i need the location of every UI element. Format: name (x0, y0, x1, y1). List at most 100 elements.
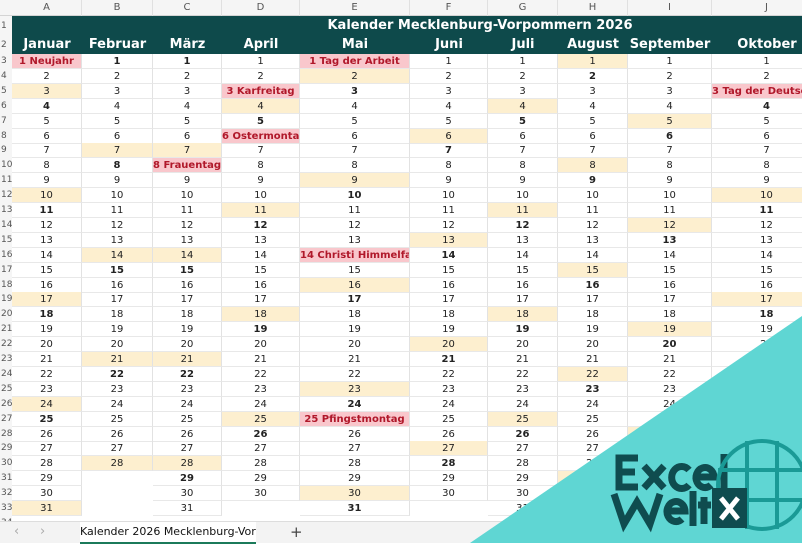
day-cell[interactable]: 8 (410, 158, 488, 174)
row-header[interactable]: 5 (0, 83, 12, 99)
day-cell[interactable]: 12 (558, 217, 628, 233)
day-cell[interactable]: 17 (488, 292, 558, 308)
day-cell[interactable]: 6 (558, 128, 628, 144)
day-cell[interactable]: 23 (82, 381, 153, 397)
day-cell[interactable]: 26 (558, 426, 628, 442)
day-cell[interactable]: 22 (628, 366, 712, 382)
day-cell[interactable]: 16 (488, 277, 558, 293)
day-cell[interactable]: 8 (712, 158, 802, 174)
day-cell[interactable]: 24 (222, 396, 300, 412)
day-cell[interactable]: 4 (712, 99, 802, 114)
day-cell[interactable]: 14 (153, 247, 222, 263)
day-cell[interactable]: 17 (153, 292, 222, 308)
row-header[interactable]: 7 (0, 113, 12, 129)
day-cell[interactable]: 6 (300, 128, 410, 144)
day-cell[interactable]: 29 (410, 471, 488, 487)
row-header[interactable]: 31 (0, 471, 12, 487)
day-cell[interactable]: 30 (410, 486, 488, 502)
day-cell[interactable]: 5 (410, 113, 488, 129)
day-cell[interactable]: 16 (300, 277, 410, 293)
day-cell[interactable]: 26 (153, 426, 222, 442)
row-header[interactable]: 17 (0, 262, 12, 278)
day-cell[interactable]: 15 (222, 262, 300, 278)
day-cell[interactable]: 16 (222, 277, 300, 293)
day-cell[interactable]: 22 (12, 366, 82, 382)
day-cell[interactable]: 21 (82, 352, 153, 367)
day-cell[interactable]: 8 (222, 158, 300, 174)
day-cell[interactable]: 23 (558, 381, 628, 397)
day-cell[interactable]: 3 (153, 83, 222, 99)
day-cell[interactable]: 25 (82, 411, 153, 427)
column-header[interactable]: F (410, 0, 488, 16)
day-cell[interactable]: 15 (410, 262, 488, 278)
day-cell[interactable]: 9 (153, 173, 222, 189)
day-cell[interactable]: 29 (153, 471, 222, 487)
day-cell[interactable]: 19 (558, 322, 628, 338)
day-cell[interactable]: 8 (628, 158, 712, 174)
day-cell[interactable]: 25 (222, 411, 300, 427)
day-cell[interactable]: 14 (488, 247, 558, 263)
day-cell[interactable]: 31 (300, 501, 410, 516)
add-sheet-button[interactable]: + (290, 523, 303, 541)
day-cell[interactable]: 18 (300, 307, 410, 323)
day-cell[interactable]: 13 (222, 232, 300, 248)
day-cell[interactable]: 29 (488, 471, 558, 487)
day-cell[interactable]: 20 (628, 337, 712, 353)
day-cell[interactable]: 14 (222, 247, 300, 263)
day-cell[interactable]: 5 (222, 113, 300, 129)
column-header[interactable]: J (712, 0, 802, 16)
day-cell[interactable]: 16 (628, 277, 712, 293)
row-header[interactable]: 15 (0, 232, 12, 248)
month-header[interactable]: März (169, 37, 206, 52)
day-cell[interactable]: 17 (300, 292, 410, 308)
day-cell[interactable]: 14 (628, 247, 712, 263)
day-cell[interactable]: 6 (410, 128, 488, 144)
day-cell[interactable]: 2 (300, 68, 410, 84)
day-cell[interactable]: 30 (300, 486, 410, 502)
day-cell[interactable]: 12 (82, 217, 153, 233)
day-cell[interactable]: 4 (488, 98, 558, 114)
day-cell[interactable]: 2 (558, 68, 628, 84)
day-cell[interactable]: 26 (222, 426, 300, 442)
day-cell[interactable]: 10 (222, 188, 300, 204)
day-cell[interactable]: 22 (558, 366, 628, 382)
day-cell[interactable]: 2 (222, 68, 300, 84)
month-header[interactable]: April (243, 37, 279, 52)
day-cell[interactable]: 19 (12, 322, 82, 338)
day-cell[interactable]: 18 (712, 307, 802, 323)
day-cell[interactable]: 21 (558, 352, 628, 367)
day-cell[interactable]: 11 (712, 203, 802, 218)
day-cell[interactable]: 27 (12, 441, 82, 457)
day-cell[interactable]: 13 (558, 232, 628, 248)
day-cell[interactable]: 3 (488, 83, 558, 99)
day-cell[interactable]: 7 (712, 143, 802, 159)
day-cell[interactable]: 15 (82, 262, 153, 278)
day-cell[interactable]: 5 (558, 113, 628, 129)
day-cell[interactable]: 16 (558, 277, 628, 293)
day-cell[interactable]: 16 (12, 277, 82, 293)
day-cell[interactable]: 28 (12, 456, 82, 472)
day-cell[interactable]: 6 (488, 128, 558, 144)
day-cell[interactable]: 13 (82, 232, 153, 248)
day-cell[interactable]: 18 (488, 307, 558, 323)
day-cell[interactable]: 7 (558, 143, 628, 159)
day-cell[interactable]: 13 (153, 232, 222, 248)
day-cell[interactable]: 26 (488, 426, 558, 442)
day-cell[interactable]: 3 (82, 83, 153, 99)
day-cell[interactable]: 13 (12, 232, 82, 248)
row-header[interactable]: 33 (0, 501, 12, 516)
day-cell[interactable]: 26 (82, 426, 153, 442)
day-cell[interactable]: 25 (410, 411, 488, 427)
day-cell[interactable]: 25 (558, 411, 628, 427)
day-cell[interactable]: 7 (82, 143, 153, 159)
day-cell[interactable]: 20 (488, 337, 558, 353)
day-cell[interactable]: 17 (410, 292, 488, 308)
row-header[interactable]: 27 (0, 411, 12, 427)
month-header[interactable]: Mai (341, 37, 369, 52)
day-cell[interactable]: 4 (410, 98, 488, 114)
day-cell[interactable]: 29 (12, 471, 82, 487)
day-cell[interactable]: 23 (12, 381, 82, 397)
row-header[interactable]: 25 (0, 381, 12, 397)
day-cell[interactable]: 23 (300, 381, 410, 397)
row-header[interactable]: 12 (0, 188, 12, 204)
